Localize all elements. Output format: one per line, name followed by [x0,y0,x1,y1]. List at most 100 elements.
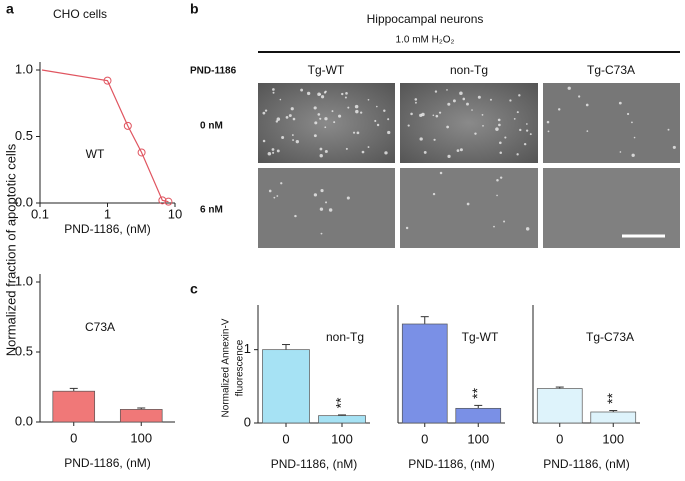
cell-dot [516,153,519,156]
cell-dot [410,112,413,116]
cell-dot [383,109,386,112]
cell-dot [280,182,283,185]
treatment: 1.0 mM H₂O₂ [396,35,455,46]
cell-dot [324,126,327,129]
cell-dot [432,114,435,117]
cell-dot [325,201,328,204]
cell-dot [323,91,327,94]
cell-dot [384,151,388,155]
cell-dot [499,141,502,145]
micrograph [258,168,395,248]
cell-dot [319,147,323,151]
cell-dot [504,136,507,139]
cell-dot [324,117,328,121]
cell-dot [525,227,530,231]
row-label: 6 nM [200,205,223,216]
x-axis-label: PND-1186, (nM) [64,456,150,470]
chart-label: C73A [85,320,115,334]
cell-dot [262,139,266,143]
point [158,196,167,205]
chart-label: Tg-WT [462,330,499,344]
x-tick-label: 100 [602,431,624,446]
x-tick-label: 0 [282,431,289,446]
cell-dot [267,151,272,156]
bar [590,411,637,424]
cell-dot [631,121,633,124]
cell-dot [557,108,561,111]
cell-dot [317,92,321,97]
cell-dot [439,171,443,175]
cell-dot [482,124,484,127]
cell-dot [466,202,470,206]
y-axis-label: Normalized Annexin-V [221,318,232,417]
cell-dot [456,149,460,152]
cell-dots [262,86,676,235]
cell-dot [447,102,451,106]
x-tick-label: 100 [331,431,353,446]
y-axis-label: fluorescence [235,339,246,396]
panel-label: a [6,1,14,17]
cell-dot [290,107,294,111]
cell-dot [452,99,456,103]
x-tick-label: 0.1 [31,206,49,221]
cell-dot [319,154,323,158]
x-tick-label: 0 [421,431,428,446]
cell-dot [447,154,451,159]
cell-dot [414,98,418,101]
cell-dot [421,112,425,117]
cell-dot [481,114,484,116]
cell-dot [519,128,522,132]
point [164,197,173,206]
cell-dot [518,94,521,97]
micrograph [400,83,538,163]
cell-dot [438,111,442,114]
y-tick-label: 1 [244,341,251,356]
cell-dot [292,139,294,141]
x-axis-label: PND-1186, (nM) [543,457,629,471]
cell-dot [513,117,516,120]
x-axis-label: PND-1186, (nM) [408,457,494,471]
cell-dot [276,117,281,121]
cell-dot [272,91,275,94]
point [137,148,146,157]
x-tick-label: 0 [556,431,563,446]
cell-dot [433,138,436,141]
cell-dot [346,196,350,200]
x-tick-label: 10 [168,206,182,221]
cell-dot [474,132,477,135]
cell-dot [313,193,318,197]
panel-label: b [190,1,199,17]
cell-dot [499,176,503,179]
cell-dot [361,150,365,154]
cell-dot [292,117,296,121]
cell-dot [523,142,527,146]
micrograph [543,83,680,163]
bar [318,415,366,424]
cell-dot [459,148,463,152]
cell-dot [276,195,279,197]
cell-dot [314,121,318,125]
column-label: non-Tg [450,63,488,77]
cell-dot [586,130,589,132]
cell-dot [387,130,391,135]
cell-dot [407,124,410,127]
cell-dot [367,146,370,148]
cell-dot [435,114,439,118]
cell-dot [273,196,276,199]
cell-dot [324,149,328,153]
cell-dot [618,101,622,105]
y-tick-label: 0.0 [15,413,33,428]
cell-dot [374,119,377,122]
cell-dot [300,88,304,92]
y-tick-label: 1.0 [15,61,33,76]
bar [401,323,448,424]
y-tick-label: 0.0 [15,194,33,209]
x-tick-label: 0 [70,430,77,445]
cell-dot [672,145,676,149]
cell-dot [338,114,342,118]
image-title: Hippocampal neurons [367,12,484,26]
cell-dot [355,109,359,114]
cell-dot [578,95,581,98]
micrograph [258,83,395,163]
